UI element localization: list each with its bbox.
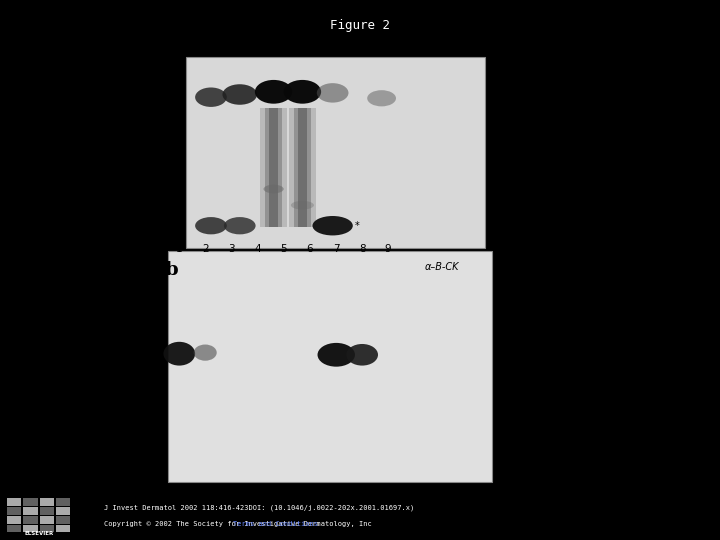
Text: 1: 1: [176, 245, 183, 254]
Text: - 66: - 66: [496, 303, 513, 312]
FancyBboxPatch shape: [56, 498, 70, 505]
Ellipse shape: [163, 342, 195, 366]
Text: J Invest Dermatol 2002 118:416-423DOI: (10.1046/j.0022-202x.2001.01697.x): J Invest Dermatol 2002 118:416-423DOI: (…: [104, 504, 415, 511]
FancyBboxPatch shape: [269, 108, 279, 227]
Ellipse shape: [317, 83, 348, 103]
Ellipse shape: [284, 80, 321, 104]
Text: - 97.4: - 97.4: [490, 158, 516, 166]
FancyBboxPatch shape: [56, 508, 70, 515]
FancyBboxPatch shape: [23, 508, 37, 515]
FancyBboxPatch shape: [40, 516, 54, 524]
Text: Figure 2: Figure 2: [330, 19, 390, 32]
Text: ELSEVIER: ELSEVIER: [25, 531, 54, 536]
Text: 5: 5: [329, 41, 336, 51]
Ellipse shape: [318, 343, 355, 367]
Text: 8: 8: [359, 245, 366, 254]
Text: - 116: - 116: [490, 147, 513, 156]
Text: - 97.4: - 97.4: [496, 263, 522, 272]
Text: 3: 3: [270, 41, 277, 51]
FancyBboxPatch shape: [297, 108, 307, 227]
FancyBboxPatch shape: [7, 508, 22, 515]
Text: - 66: - 66: [490, 179, 507, 188]
Text: 6: 6: [378, 41, 385, 51]
FancyBboxPatch shape: [294, 108, 310, 227]
FancyBboxPatch shape: [40, 498, 54, 505]
Text: 2: 2: [236, 41, 243, 51]
Ellipse shape: [194, 345, 217, 361]
Text: - 200: - 200: [490, 93, 513, 102]
Text: α–B-CK: α–B-CK: [425, 262, 459, 272]
Ellipse shape: [195, 217, 227, 234]
Text: 5: 5: [280, 245, 287, 254]
Ellipse shape: [224, 217, 256, 234]
Text: - 45: - 45: [496, 344, 513, 353]
Ellipse shape: [264, 185, 284, 193]
Text: Terms and Conditions: Terms and Conditions: [233, 521, 318, 527]
FancyBboxPatch shape: [23, 525, 37, 532]
Ellipse shape: [346, 344, 378, 366]
FancyBboxPatch shape: [56, 525, 70, 532]
Text: 7: 7: [333, 245, 340, 254]
Ellipse shape: [291, 201, 314, 210]
FancyBboxPatch shape: [7, 516, 22, 524]
Text: 4: 4: [299, 41, 306, 51]
Text: *: *: [355, 221, 360, 231]
Text: 2: 2: [202, 245, 209, 254]
Text: b: b: [164, 261, 178, 279]
Text: a: a: [164, 39, 177, 58]
FancyBboxPatch shape: [186, 57, 485, 248]
Text: 4: 4: [254, 245, 261, 254]
FancyBboxPatch shape: [168, 251, 492, 482]
FancyBboxPatch shape: [40, 525, 54, 532]
FancyBboxPatch shape: [7, 525, 22, 532]
Text: - 45: - 45: [490, 222, 507, 231]
Ellipse shape: [222, 84, 257, 105]
FancyBboxPatch shape: [260, 108, 287, 227]
FancyBboxPatch shape: [56, 516, 70, 524]
Text: 3: 3: [228, 245, 235, 254]
FancyBboxPatch shape: [289, 108, 316, 227]
Ellipse shape: [195, 87, 227, 107]
Text: 1: 1: [207, 41, 215, 51]
FancyBboxPatch shape: [7, 498, 22, 505]
Text: - 21.5: - 21.5: [496, 461, 522, 470]
Text: Copyright © 2002 The Society for Investigative Dermatology, Inc: Copyright © 2002 The Society for Investi…: [104, 521, 377, 527]
FancyBboxPatch shape: [23, 516, 37, 524]
FancyBboxPatch shape: [40, 508, 54, 515]
Ellipse shape: [312, 216, 353, 235]
FancyBboxPatch shape: [266, 108, 282, 227]
Text: 9: 9: [384, 245, 392, 254]
FancyBboxPatch shape: [23, 498, 37, 505]
Text: 6: 6: [306, 245, 313, 254]
Ellipse shape: [367, 90, 396, 106]
Ellipse shape: [255, 80, 292, 104]
